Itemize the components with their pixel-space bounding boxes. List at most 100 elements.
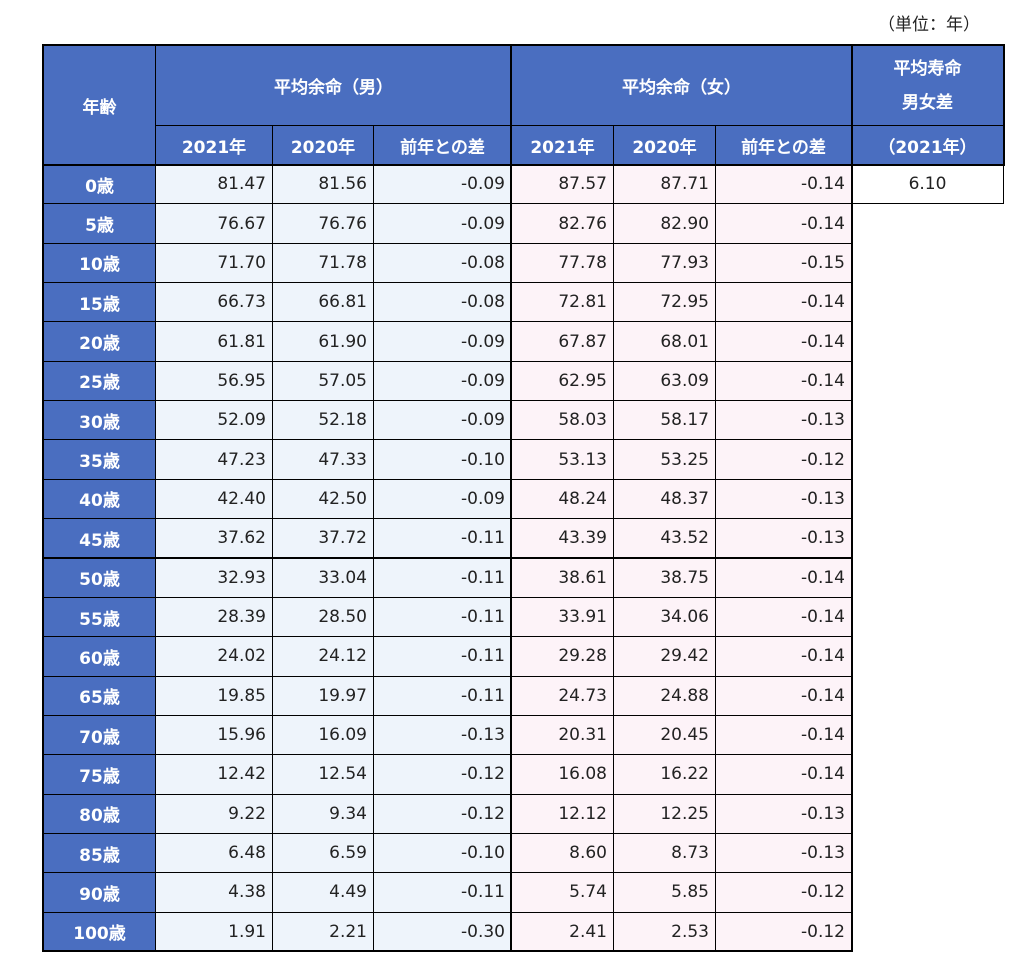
value-cell: 43.39 (511, 518, 614, 559)
value-cell: 53.25 (613, 439, 716, 480)
value-cell: 20.31 (511, 714, 614, 756)
value-cell: 77.78 (511, 242, 614, 284)
value-cell: 47.33 (272, 439, 374, 480)
age-cell: 85歳 (43, 832, 156, 874)
value-cell: -0.14 (715, 164, 852, 205)
male-header: 平均余命（男） (155, 45, 512, 126)
age-cell: 35歳 (43, 439, 156, 480)
value-cell: 24.88 (613, 675, 716, 716)
value-cell: 29.42 (613, 636, 716, 677)
value-cell: -0.11 (373, 518, 512, 559)
value-cell: 12.42 (155, 754, 273, 795)
value-cell: 8.73 (613, 832, 716, 874)
value-cell: -0.09 (373, 321, 512, 362)
value-cell: 71.78 (272, 242, 374, 284)
value-cell: 58.17 (613, 400, 716, 441)
value-cell: 66.81 (272, 282, 374, 323)
age-header: 年齢 (43, 45, 156, 165)
value-cell: 9.34 (272, 793, 374, 834)
value-cell: 8.60 (511, 832, 614, 874)
age-cell: 50歳 (43, 557, 156, 598)
value-cell: 61.90 (272, 321, 374, 362)
value-cell: 2.41 (511, 911, 614, 952)
value-cell: -0.10 (373, 832, 512, 874)
value-cell: -0.14 (715, 596, 852, 638)
age-cell: 55歳 (43, 596, 156, 638)
value-cell: -0.12 (715, 439, 852, 480)
value-cell: 15.96 (155, 714, 273, 756)
value-cell: -0.11 (373, 636, 512, 677)
value-cell: -0.14 (715, 675, 852, 716)
value-cell: -0.13 (373, 714, 512, 756)
value-cell: -0.14 (715, 754, 852, 795)
gap-year-header: （2021年） (851, 125, 1004, 165)
value-cell: 19.97 (272, 675, 374, 716)
value-cell: 2.21 (272, 911, 374, 952)
value-cell: 66.73 (155, 282, 273, 323)
value-cell: -0.09 (373, 164, 512, 205)
value-cell: 38.61 (511, 557, 614, 598)
value-cell: 57.05 (272, 360, 374, 402)
value-cell: 16.08 (511, 754, 614, 795)
value-cell: 43.52 (613, 518, 716, 559)
value-cell: 6.48 (155, 832, 273, 874)
value-cell: -0.14 (715, 203, 852, 244)
value-cell: 4.38 (155, 872, 273, 913)
value-cell: -0.13 (715, 793, 852, 834)
value-cell: -0.15 (715, 242, 852, 284)
age-cell: 60歳 (43, 636, 156, 677)
value-cell: 76.67 (155, 203, 273, 244)
male-column-header: 2020年 (272, 125, 374, 165)
value-cell: 1.91 (155, 911, 273, 952)
value-cell: 29.28 (511, 636, 614, 677)
male-column-header: 2021年 (155, 125, 273, 165)
value-cell: -0.11 (373, 872, 512, 913)
female-header: 平均余命（女） (511, 45, 852, 126)
value-cell: 72.95 (613, 282, 716, 323)
value-cell: -0.11 (373, 557, 512, 598)
value-cell: 32.93 (155, 557, 273, 598)
value-cell: 12.12 (511, 793, 614, 834)
value-cell: 28.50 (272, 596, 374, 638)
age-cell: 30歳 (43, 400, 156, 441)
value-cell: -0.09 (373, 478, 512, 520)
value-cell: -0.12 (373, 754, 512, 795)
value-cell: -0.13 (715, 518, 852, 559)
value-cell: -0.11 (373, 675, 512, 716)
age-cell: 65歳 (43, 675, 156, 716)
value-cell: 9.22 (155, 793, 273, 834)
value-cell: -0.09 (373, 203, 512, 244)
value-cell: 16.22 (613, 754, 716, 795)
value-cell: 58.03 (511, 400, 614, 441)
value-cell: 76.76 (272, 203, 374, 244)
value-cell: 68.01 (613, 321, 716, 362)
female-column-header: 2021年 (511, 125, 614, 165)
value-cell: -0.14 (715, 360, 852, 402)
value-cell: -0.13 (715, 832, 852, 874)
value-cell: 4.49 (272, 872, 374, 913)
value-cell: 34.06 (613, 596, 716, 638)
value-cell: -0.08 (373, 282, 512, 323)
value-cell: -0.12 (373, 793, 512, 834)
value-cell: 16.09 (272, 714, 374, 756)
unit-label: （単位：年） (878, 15, 980, 35)
value-cell: 52.09 (155, 400, 273, 441)
age-cell: 25歳 (43, 360, 156, 402)
value-cell: 12.25 (613, 793, 716, 834)
gap-header-line: 平均寿命 (893, 58, 962, 79)
value-cell: -0.14 (715, 557, 852, 598)
female-column-header: 2020年 (613, 125, 716, 165)
value-cell: 63.09 (613, 360, 716, 402)
value-cell: 37.72 (272, 518, 374, 559)
value-cell: -0.14 (715, 282, 852, 323)
age-cell: 5歳 (43, 203, 156, 244)
age-cell: 0歳 (43, 164, 156, 205)
value-cell: -0.10 (373, 439, 512, 480)
value-cell: 5.74 (511, 872, 614, 913)
value-cell: -0.13 (715, 478, 852, 520)
age-cell: 45歳 (43, 518, 156, 559)
age-cell: 15歳 (43, 282, 156, 323)
male-column-header: 前年との差 (373, 125, 512, 165)
value-cell: 24.12 (272, 636, 374, 677)
